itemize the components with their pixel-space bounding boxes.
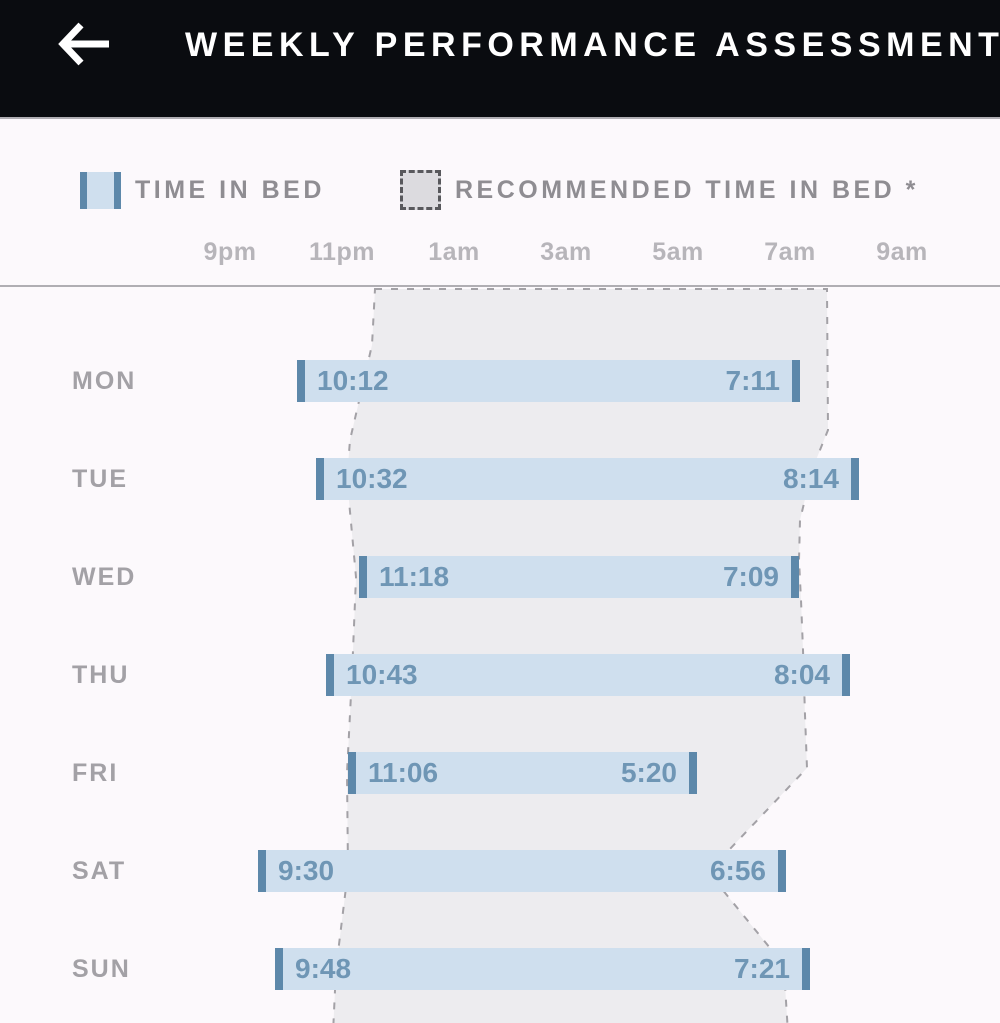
time-axis: 9pm 11pm 1am 3am 5am 7am 9am — [0, 238, 1000, 270]
bar-start-time: 9:30 — [278, 855, 335, 886]
recommended-swatch-icon — [400, 170, 441, 210]
bar-end-cap — [851, 458, 859, 500]
axis-tick-label: 9am — [876, 238, 928, 266]
bar-start-cap — [275, 948, 283, 990]
axis-tick-label: 1am — [428, 238, 480, 266]
bar-end-cap — [778, 850, 786, 892]
bar-start-cap — [348, 752, 356, 794]
sleep-bar[interactable]: 10:12 7:11 — [297, 360, 800, 402]
bar-start-cap — [297, 360, 305, 402]
sleep-bar[interactable]: 11:18 7:09 — [359, 556, 799, 598]
legend-item-recommended: RECOMMENDED TIME IN BED * — [400, 170, 919, 210]
axis-tick-label: 5am — [652, 238, 704, 266]
app-header: WEEKLY PERFORMANCE ASSESSMENT — [0, 0, 1000, 119]
day-label: FRI — [72, 759, 119, 787]
sleep-chart: MON 10:12 7:11 TUE 10:32 8:14 WED 11:18 7:09 THU 1… — [0, 288, 1000, 1023]
recommended-time-label: RECOMMENDED TIME IN BED * — [455, 175, 919, 204]
axis-tick-label: 11pm — [309, 238, 375, 266]
bar-start-time: 10:12 — [317, 365, 389, 396]
bar-start-cap — [258, 850, 266, 892]
axis-tick-label: 3am — [540, 238, 592, 266]
bar-end-time: 8:14 — [782, 463, 839, 494]
bar-end-cap — [792, 360, 800, 402]
bar-start-time: 10:43 — [346, 659, 418, 690]
page-title: WEEKLY PERFORMANCE ASSESSMENT — [185, 26, 1000, 64]
axis-tick-label: 7am — [764, 238, 816, 266]
time-in-bed-label: TIME IN BED — [135, 175, 325, 204]
day-label: THU — [72, 661, 130, 689]
bar-end-time: 7:21 — [733, 953, 790, 984]
day-label: SUN — [72, 955, 131, 983]
bar-start-time: 10:32 — [336, 463, 408, 494]
bar-end-time: 7:09 — [722, 561, 779, 592]
bar-end-cap — [791, 556, 799, 598]
bar-start-cap — [316, 458, 324, 500]
bar-start-cap — [326, 654, 334, 696]
time-in-bed-swatch-icon — [80, 171, 121, 209]
legend-item-time-in-bed: TIME IN BED — [80, 170, 325, 210]
sleep-bar[interactable]: 10:43 8:04 — [326, 654, 850, 696]
bar-end-time: 6:56 — [709, 855, 766, 886]
bar-end-cap — [689, 752, 697, 794]
bar-start-cap — [359, 556, 367, 598]
day-label: MON — [72, 367, 137, 395]
back-button[interactable] — [55, 20, 113, 68]
bar-end-time: 5:20 — [620, 757, 677, 788]
bar-end-cap — [802, 948, 810, 990]
bar-end-time: 8:04 — [773, 659, 830, 690]
day-label: TUE — [72, 465, 128, 493]
back-arrow-icon — [58, 22, 109, 66]
bar-end-cap — [842, 654, 850, 696]
day-label: SAT — [72, 857, 127, 885]
sleep-bar[interactable]: 9:30 6:56 — [258, 850, 786, 892]
sleep-bar[interactable]: 9:48 7:21 — [275, 948, 810, 990]
bar-start-time: 11:18 — [379, 561, 450, 592]
bar-end-time: 7:11 — [725, 365, 781, 396]
axis-line — [0, 285, 1000, 287]
axis-tick-label: 9pm — [203, 238, 257, 266]
sleep-bar[interactable]: 10:32 8:14 — [316, 458, 859, 500]
bar-start-time: 11:06 — [368, 757, 439, 788]
sleep-bar[interactable]: 11:06 5:20 — [348, 752, 697, 794]
day-label: WED — [72, 563, 137, 591]
bar-start-time: 9:48 — [295, 953, 352, 984]
